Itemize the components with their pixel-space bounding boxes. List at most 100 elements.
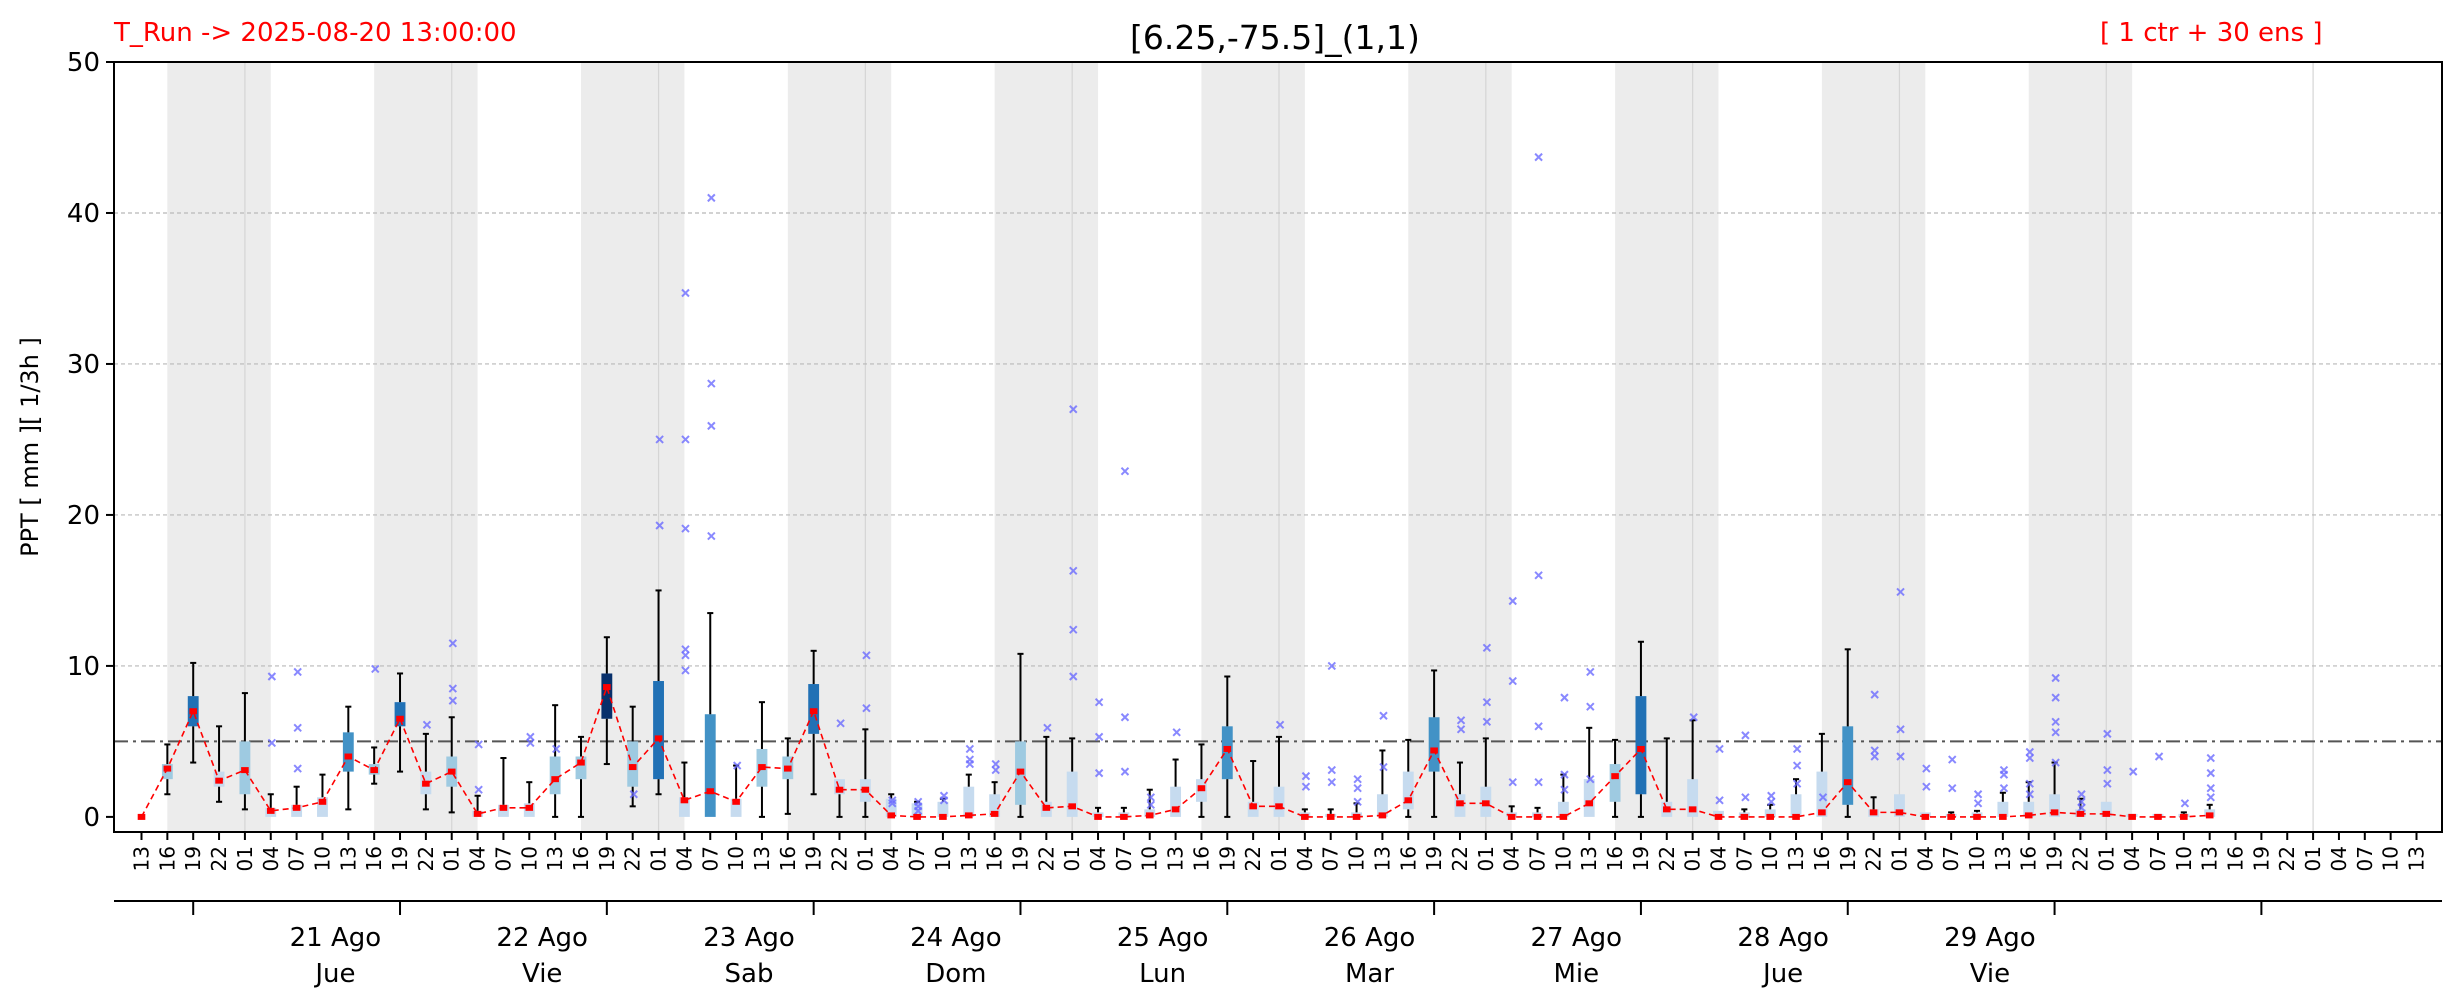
median-mark (1611, 773, 1619, 780)
median-mark (913, 813, 921, 820)
day-weekday-label: Mar (1345, 959, 1394, 989)
median-mark (1507, 813, 1516, 820)
median-mark (1197, 785, 1206, 792)
median-mark (1662, 806, 1671, 813)
x-hour-label: 07 (905, 846, 929, 871)
median-mark (835, 786, 844, 793)
outlier-point (1094, 768, 1104, 778)
outlier-point (1792, 744, 1802, 754)
outlier-point (1327, 777, 1336, 787)
outlier-point (2206, 784, 2215, 793)
outlier-point (1379, 762, 1388, 772)
x-hour-label: 10 (2172, 846, 2196, 871)
median-mark (1766, 813, 1774, 820)
outlier-point (293, 723, 302, 733)
night-shade-layer (167, 62, 2133, 832)
box (549, 756, 561, 795)
y-axis-label: PPT [ mm ][ 1/3h ] (16, 337, 44, 557)
x-hour-label: 13 (1370, 846, 1394, 871)
median-mark (577, 759, 585, 766)
x-hour-label: 04 (1293, 846, 1317, 871)
night-shade (167, 62, 271, 832)
median-mark (1352, 813, 1361, 820)
outlier-point (732, 761, 742, 770)
y-tick-label: 0 (83, 803, 100, 833)
run-label: T_Run -> 2025-08-20 13:00:00 (114, 18, 517, 48)
x-hour-label: 07 (2353, 846, 2377, 871)
outlier-point (2025, 779, 2035, 788)
x-hour-label: 19 (181, 846, 205, 871)
x-hour-label: 13 (2198, 846, 2222, 871)
outlier-point (2025, 790, 2035, 799)
outlier-point (2051, 693, 2060, 702)
outlier-point (2206, 793, 2215, 802)
median-mark (370, 767, 378, 774)
x-hour-label: 22 (1241, 846, 1265, 871)
outlier-point (2180, 799, 2190, 808)
outlier-point (888, 799, 897, 808)
outlier-point (1586, 667, 1595, 677)
outlier-point (2051, 758, 2060, 767)
x-hour-label: 13 (130, 846, 154, 871)
outlier-point (1534, 152, 1543, 162)
x-hour-label: 04 (672, 846, 696, 871)
median-mark (964, 812, 973, 819)
outlier-point (2051, 673, 2060, 683)
x-hour-label: 04 (879, 846, 903, 871)
box (601, 673, 613, 719)
x-hour-label: 01 (1681, 846, 1705, 871)
outlier-point (2206, 753, 2215, 763)
x-hour-label: 01 (2094, 846, 2118, 871)
box (834, 779, 845, 795)
outlier-point (1689, 713, 1698, 722)
outlier-point (2077, 803, 2086, 813)
median-mark (1740, 813, 1749, 820)
box (1764, 809, 1776, 817)
outlier-point (422, 720, 432, 730)
median-mark (1482, 800, 1490, 807)
outlier-point (293, 764, 302, 773)
outlier-point (1560, 770, 1569, 779)
outlier-point (965, 744, 975, 754)
x-hour-label: 16 (1810, 846, 1834, 871)
x-hour-label: 19 (388, 846, 412, 871)
median-mark (2102, 810, 2111, 817)
x-hour-label: 16 (776, 846, 800, 871)
x-hour-label: 01 (1474, 846, 1498, 871)
x-hour-label: 04 (259, 846, 283, 871)
outlier-point (474, 740, 483, 749)
x-hour-label: 22 (621, 846, 645, 871)
x-hour-label: 16 (362, 846, 386, 871)
x-hour-label: 13 (1577, 846, 1601, 871)
median-mark (1869, 809, 1878, 816)
median-mark (2205, 812, 2214, 819)
x-hour-label: 04 (1500, 846, 1524, 871)
night-shade (374, 62, 478, 832)
outlier-point (1560, 785, 1569, 794)
outlier-point (1353, 797, 1362, 807)
x-hour-label: 13 (1991, 846, 2015, 871)
median-mark (422, 780, 430, 787)
x-hour-label: 10 (931, 846, 955, 871)
night-shade (2028, 62, 2133, 832)
outlier-point (1301, 771, 1311, 781)
median-mark (2128, 813, 2136, 820)
outlier-point (2103, 765, 2112, 775)
median-mark (163, 765, 172, 772)
ensemble-label: [ 1 ctr + 30 ens ] (2100, 18, 2323, 48)
outlier-point (1715, 744, 1724, 754)
day-date-label: 21 Ago (290, 923, 382, 953)
night-shade (1408, 62, 1512, 832)
box (627, 741, 639, 787)
median-mark (1249, 803, 1257, 810)
day-weekday-label: Vie (1970, 959, 2010, 989)
median-mark (1145, 812, 1154, 819)
night-shade (1615, 62, 1719, 832)
outlier-point (1508, 777, 1517, 787)
box (963, 786, 975, 817)
outlier-point (1069, 566, 1078, 576)
median-mark (137, 813, 146, 820)
outlier-point (681, 651, 690, 660)
box (704, 714, 716, 817)
median-mark (1171, 806, 1180, 813)
